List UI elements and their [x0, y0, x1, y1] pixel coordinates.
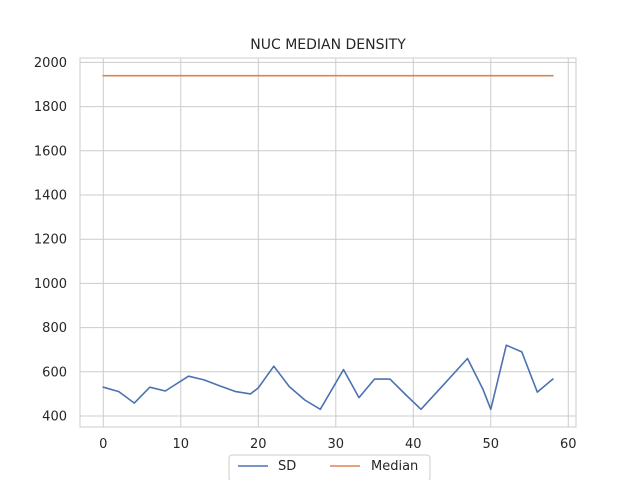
chart-title: NUC MEDIAN DENSITY — [250, 37, 406, 53]
y-tick-label: 1200 — [34, 233, 67, 248]
plot-frame — [79, 57, 577, 428]
y-tick-label: 1600 — [34, 144, 67, 159]
x-tick-label: 40 — [405, 437, 422, 452]
y-tick-label: 800 — [42, 321, 67, 336]
series-layer — [102, 74, 554, 411]
y-tick-label: 1400 — [34, 189, 67, 204]
x-tick-label: 20 — [250, 437, 267, 452]
y-tick-label: 1000 — [34, 277, 67, 292]
x-tick-label: 30 — [328, 437, 345, 452]
x-tick-label: 60 — [560, 437, 577, 452]
legend: SD Median — [228, 454, 431, 480]
series-line-sd — [102, 344, 554, 411]
y-tick-label: 400 — [42, 410, 67, 425]
x-tick-label: 10 — [173, 437, 190, 452]
legend-label-median: Median — [371, 459, 418, 474]
legend-box — [228, 454, 431, 480]
grid-lines — [80, 58, 576, 427]
y-tick-label: 2000 — [34, 56, 67, 71]
y-tick-label: 600 — [42, 365, 67, 380]
x-tick-label: 50 — [483, 437, 500, 452]
y-tick-label: 1800 — [34, 100, 67, 115]
x-tick-label: 0 — [99, 437, 107, 452]
tick-labels: 0 10 20 30 40 50 60 400 600 800 1000 1200 1400 1600 18… — [34, 56, 577, 452]
legend-label-sd: SD — [278, 459, 296, 474]
